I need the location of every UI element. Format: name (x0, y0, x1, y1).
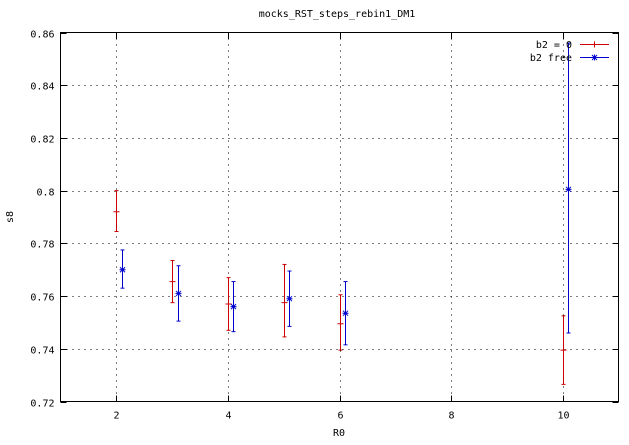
legend-star-marker (591, 54, 598, 61)
star-marker (342, 310, 349, 317)
data-point (169, 259, 176, 304)
legend-label: b2 free (530, 53, 572, 64)
chart-title: mocks_RST_steps_rebin1_DM1 (259, 9, 416, 20)
data-point (230, 281, 237, 333)
x-axis-label: R0 (333, 428, 345, 439)
x-tick-label: 6 (337, 411, 343, 422)
data-point (225, 277, 232, 331)
y-tick-label: 0.82 (30, 135, 54, 146)
star-marker (175, 290, 182, 297)
legend-sample (580, 41, 609, 48)
plus-marker (281, 299, 288, 306)
x-tick-label: 10 (557, 411, 569, 422)
plus-marker (225, 300, 232, 307)
plus-marker (169, 278, 176, 285)
data-point (560, 315, 567, 385)
x-tick-label: 8 (448, 411, 454, 422)
x-tick-labels: 2 4 6 8 10 (113, 411, 569, 422)
star-marker (230, 303, 237, 310)
plus-marker (113, 208, 120, 215)
plus-marker (337, 320, 344, 327)
series-2 (119, 42, 572, 346)
star-marker (119, 266, 126, 273)
x-tick-label: 4 (225, 411, 231, 422)
y-tick-labels: 0.72 0.74 0.76 0.78 0.8 0.82 0.84 0.86 (30, 30, 54, 410)
y-tick-label: 0.8 (36, 188, 54, 199)
data-point (565, 42, 572, 334)
legend: b2 = 0 b2 free (530, 40, 609, 64)
y-tick-label: 0.74 (30, 346, 54, 357)
y-tick-label: 0.84 (30, 82, 54, 93)
legend-label: b2 = 0 (536, 40, 572, 51)
plot-frame (60, 32, 619, 402)
axis-ticks (60, 32, 619, 403)
y-tick-label: 0.76 (30, 293, 54, 304)
y-tick-label: 0.78 (30, 240, 54, 251)
data-point (286, 270, 293, 327)
star-marker (286, 295, 293, 302)
data-point (337, 294, 344, 351)
grid-lines (60, 32, 619, 402)
legend-sample (580, 54, 609, 61)
data-series (113, 42, 572, 385)
data-point (119, 249, 126, 289)
y-tick-label: 0.86 (30, 30, 54, 41)
data-point (281, 263, 288, 338)
data-point (113, 190, 120, 232)
plus-marker (560, 347, 567, 354)
y-tick-label: 0.72 (30, 399, 54, 410)
x-tick-label: 2 (113, 411, 119, 422)
series-1 (113, 190, 567, 385)
star-marker (565, 186, 572, 193)
data-point (342, 281, 349, 346)
data-point (175, 265, 182, 322)
y-axis-label: s8 (5, 211, 16, 223)
